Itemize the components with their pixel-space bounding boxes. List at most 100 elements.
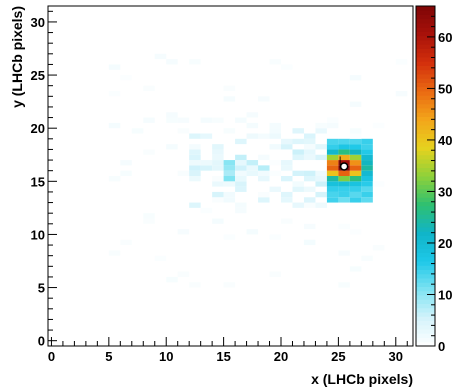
heatmap-cell [166, 117, 178, 123]
heatmap-cell [235, 160, 247, 166]
heatmap-cell [212, 218, 224, 224]
colorbar-segment [416, 125, 435, 130]
heatmap-cell [326, 176, 339, 182]
heatmap-cell [281, 144, 293, 150]
heatmap-cell [303, 138, 316, 145]
heatmap-cell [361, 149, 373, 155]
heatmap-cell [338, 138, 350, 145]
colorbar-segment [416, 184, 435, 190]
heatmap-cells [108, 53, 408, 288]
heatmap-cell [166, 144, 178, 150]
heatmap-cell [166, 59, 178, 65]
colorbar-segment [416, 320, 435, 326]
heatmap-cell [281, 218, 293, 224]
colorbar-tick-label: 20 [438, 236, 452, 251]
heatmap-cell [223, 128, 236, 134]
heatmap-cell [258, 133, 270, 139]
heatmap-cell [326, 186, 339, 192]
plot-frame [47, 5, 414, 347]
heatmap-cell [349, 154, 362, 161]
colorbar-segment [416, 163, 435, 168]
colorbar-segment [416, 116, 435, 122]
heatmap-cell [281, 191, 293, 198]
heatmap-cell [349, 181, 362, 187]
heatmap-cell [303, 154, 316, 161]
x-tick-label: 10 [159, 349, 173, 364]
colorbar-segment [416, 154, 435, 160]
heatmap-cell [235, 202, 247, 208]
heatmap-cell [326, 117, 339, 123]
heatmap-cell [281, 64, 293, 70]
heatmap-cell [292, 170, 304, 176]
colorbar-segment [416, 180, 435, 185]
colorbar-segment [416, 120, 435, 126]
heatmap-cell [338, 191, 350, 198]
heatmap-cell [189, 133, 201, 139]
heatmap-cell [223, 181, 236, 187]
heatmap-cell [315, 176, 327, 182]
y-tick-label: 25 [31, 68, 45, 83]
heatmap-cell [361, 165, 373, 171]
colorbar-segment [416, 57, 435, 62]
heatmap-cell [395, 91, 408, 97]
heatmap-cell [143, 149, 155, 155]
heatmap-cell [349, 197, 362, 203]
heatmap-cell [258, 176, 270, 182]
heatmap-cell [235, 138, 247, 145]
heatmap-cell [292, 202, 304, 208]
colorbar-segment [416, 188, 435, 194]
heatmap-cell [269, 170, 282, 176]
heatmap-cell [349, 75, 362, 81]
heatmap-cell [108, 122, 121, 129]
y-tick-label: 20 [31, 121, 45, 136]
heatmap-cell [177, 128, 190, 134]
colorbar-segment [416, 239, 435, 245]
x-tick-label: 15 [216, 349, 230, 364]
heatmap-cell [349, 229, 362, 235]
heatmap-cell [326, 165, 339, 171]
heatmap-cell [303, 144, 316, 150]
colorbar-segment [416, 282, 435, 287]
colorbar-segment [416, 333, 435, 338]
heatmap-cell [372, 181, 385, 187]
heatmap-cell [212, 165, 224, 171]
peak-marker [339, 156, 349, 171]
heatmap-cell [361, 181, 373, 187]
heatmap-cell [131, 128, 144, 134]
heatmap-cell [269, 59, 282, 65]
colorbar-tick-label: 10 [438, 287, 452, 302]
colorbar-segment [416, 35, 435, 41]
colorbar-tick-label: 50 [438, 81, 452, 96]
colorbar-segment [416, 27, 435, 32]
heatmap-cell [292, 138, 304, 145]
x-tick-label: 0 [48, 349, 55, 364]
heatmap-cell [349, 176, 362, 182]
heatmap-cell [212, 197, 224, 203]
heatmap-cell [303, 239, 316, 246]
heatmap-cell [166, 112, 178, 118]
heatmap-cell [212, 154, 224, 161]
heatmap-cell [361, 138, 373, 145]
heatmap-cell [361, 186, 373, 192]
colorbar-segment [416, 31, 435, 37]
heatmap-cell [292, 154, 304, 161]
heatmap-cell [258, 170, 270, 176]
heatmap-cell [281, 197, 293, 203]
colorbar-segment [416, 329, 435, 334]
colorbar-segment [416, 6, 435, 11]
heatmap-cell [361, 176, 373, 182]
heatmap-cell [338, 176, 350, 182]
colorbar-segment [416, 205, 435, 211]
heatmap-cell [349, 138, 362, 145]
heatmap-cell [315, 128, 327, 134]
heatmap-cell [143, 117, 155, 123]
colorbar-segment [416, 150, 435, 156]
heatmap-cell [120, 170, 132, 176]
heatmap-cell [338, 250, 350, 256]
colorbar-segment [416, 303, 435, 309]
y-tick-label: 0 [38, 334, 45, 349]
heatmap-cell [269, 234, 282, 240]
heatmap-cell [303, 202, 316, 208]
heatmap-cell [326, 144, 339, 150]
